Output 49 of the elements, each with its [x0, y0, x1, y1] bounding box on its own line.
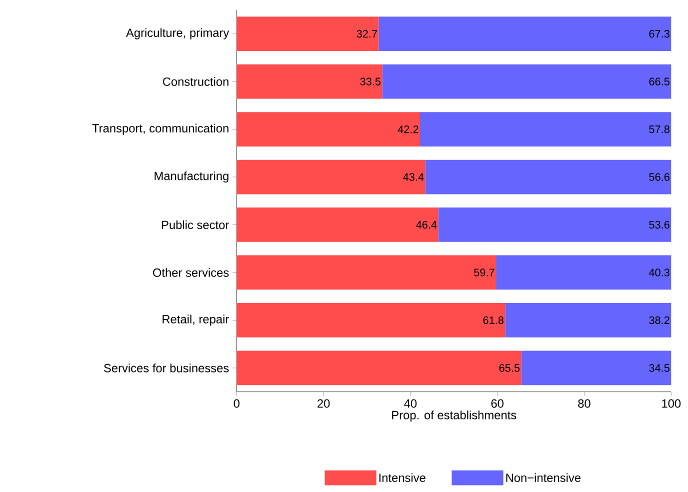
y-tick-label: Other services — [153, 268, 229, 277]
data-label: 65.5 — [499, 364, 520, 372]
y-tick-label: Agriculture, primary — [126, 28, 230, 40]
data-label: 38.2 — [649, 316, 670, 324]
bar — [378, 16, 672, 51]
bar — [420, 112, 672, 146]
x-tick-label: 100 — [662, 399, 681, 408]
x-tick-label: 0 — [234, 399, 240, 408]
data-label: 59.7 — [474, 268, 494, 276]
bar — [236, 255, 496, 290]
bar — [236, 350, 522, 386]
bar — [521, 350, 672, 386]
data-label: 43.4 — [403, 173, 424, 181]
bar — [425, 160, 672, 194]
y-tick-label: Construction — [162, 77, 228, 86]
y-tick-label: Manufacturing — [154, 171, 228, 183]
bar — [236, 16, 379, 51]
x-axis-title: Prop. of establishments — [392, 410, 516, 422]
bar — [236, 160, 426, 194]
bar — [236, 303, 506, 338]
data-label: 40.3 — [648, 268, 670, 276]
data-label: 32.7 — [356, 30, 377, 38]
bar — [438, 208, 672, 242]
data-label: 34.5 — [649, 364, 670, 372]
y-tick-label: Retail, repair — [162, 314, 229, 326]
data-label: 33.5 — [360, 78, 381, 86]
data-label: 53.6 — [649, 220, 670, 229]
bar — [496, 255, 672, 290]
data-label: 42.2 — [398, 125, 418, 134]
bar — [382, 64, 672, 99]
x-tick-label: 60 — [491, 399, 504, 408]
bar — [236, 208, 438, 242]
bar — [505, 303, 672, 338]
data-label: 57.8 — [649, 125, 670, 134]
legend-label: Non−intensive — [506, 473, 581, 482]
data-label: 61.8 — [483, 316, 504, 324]
x-tick-label: 80 — [578, 399, 590, 408]
data-label: 56.6 — [649, 173, 670, 181]
legend-label: Intensive — [379, 473, 426, 482]
y-tick-label: Public sector — [162, 220, 229, 230]
y-tick-label: Transport, communication — [92, 124, 228, 135]
data-label: 67.3 — [649, 30, 670, 38]
bar — [236, 112, 420, 146]
bar — [236, 64, 382, 99]
data-label: 46.4 — [416, 220, 437, 229]
x-tick-label: 20 — [318, 399, 330, 408]
x-tick-label: 40 — [404, 399, 417, 408]
data-label: 66.5 — [649, 78, 670, 86]
y-tick-label: Services for businesses — [104, 364, 229, 372]
